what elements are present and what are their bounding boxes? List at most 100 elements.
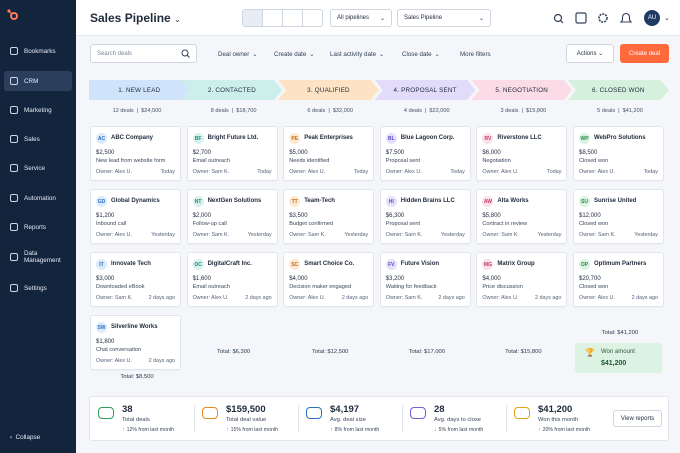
deal-note: Contract in review	[482, 221, 528, 227]
stage-header[interactable]: 6. CLOSED WON	[568, 80, 669, 100]
deal-owner: Owner: Sam K.	[482, 232, 519, 238]
deal-card[interactable]: GD Global Dynamics $1,200 Inbound call Owner…	[90, 189, 181, 244]
nav-item[interactable]: Service	[4, 158, 72, 178]
nav-item[interactable]: Bookmarks	[4, 41, 72, 61]
pipeline-filter[interactable]: All pipelines ⌄	[330, 9, 392, 27]
deal-card[interactable]: HI Hidden Brains LLC $6,300 Proposal sent Ow…	[379, 189, 471, 244]
deal-company: Sunrise United	[594, 198, 637, 204]
stage-header[interactable]: 4. PROPOSAL SENT	[374, 80, 476, 100]
deal-avatar: RV	[482, 133, 494, 144]
summary-value: 38	[122, 404, 133, 415]
collapse[interactable]: ‹ Collapse	[10, 434, 40, 441]
deal-count: 4 deals	[403, 108, 422, 114]
separator: |	[231, 108, 234, 114]
deal-card[interactable]: BL Blue Lagoon Corp. $7,500 Proposal sent Ow…	[379, 126, 471, 181]
deal-card[interactable]: WP WebPro Solutions $8,500 Closed won Owner:…	[573, 126, 664, 181]
avatar-caret[interactable]: ⌄	[664, 15, 670, 22]
deal-owner: Owner: Sam K.	[192, 169, 230, 175]
separator: |	[424, 108, 427, 114]
pipeline-filter-text: All pipelines	[337, 15, 370, 21]
separator: |	[521, 108, 524, 114]
stage-header[interactable]: 1. NEW LEAD	[89, 80, 190, 100]
summary-icon	[98, 407, 114, 419]
user-avatar[interactable]: AU	[644, 10, 660, 26]
more-filters[interactable]: More filters	[460, 51, 491, 58]
nav-label: Sales	[24, 135, 40, 143]
calendar-icon[interactable]	[575, 12, 587, 24]
nav-icon	[10, 77, 18, 85]
title-caret[interactable]: ⌄	[174, 15, 181, 24]
deal-card[interactable]: OP Optimum Partners $20,700 Closed won Owner…	[573, 252, 664, 307]
stage-header[interactable]: 5. NEGOTIATION	[471, 80, 572, 100]
bell-icon[interactable]	[619, 12, 633, 23]
nav-item[interactable]: Automation	[4, 188, 72, 208]
actions-button[interactable]: Actions ⌄	[566, 44, 614, 63]
deal-when: Yesterday	[537, 232, 562, 238]
deal-amount: $1,800	[96, 339, 115, 345]
filter-dropdown[interactable]: Deal owner ⌄	[218, 51, 258, 58]
deal-card[interactable]: AC ABC Company $2,500 New lead from website…	[90, 126, 181, 181]
deal-avatar: HI	[385, 196, 397, 207]
deal-card[interactable]: MG Matrix Group $4,000 Price discussion Owne…	[476, 252, 568, 307]
settings-icon[interactable]	[598, 13, 608, 23]
filter-dropdown[interactable]: Last activity date ⌄	[330, 51, 384, 58]
pipeline-select[interactable]: Sales Pipeline ⌄	[397, 9, 491, 27]
view-columns[interactable]	[263, 10, 283, 26]
deal-note: New lead from website form	[96, 158, 166, 164]
summary-value: $4,197	[330, 404, 360, 415]
deal-card[interactable]: FV Future Vision $3,200 Waiting for feedbac…	[379, 252, 471, 307]
deal-card[interactable]: SU Sunrise United $12,000 Closed won Owner: …	[573, 189, 664, 244]
deal-card[interactable]: SW Silverline Works $1,800 Chat conversatio…	[90, 315, 181, 370]
view-toggle	[242, 9, 323, 27]
stage-header[interactable]: 3. QUALIFIED	[278, 80, 379, 100]
nav-item[interactable]: Data Management	[4, 247, 72, 267]
deal-amount: $1,600	[192, 276, 211, 282]
stage-amount: $22,000	[429, 108, 450, 114]
nav-item[interactable]: Marketing	[4, 100, 72, 120]
page-title: Sales Pipeline ⌄	[90, 11, 181, 25]
create-deal-button[interactable]: Create deal	[620, 44, 669, 63]
deal-note: Price discussion	[482, 284, 523, 290]
deal-note: Follow-up call	[192, 221, 227, 227]
deal-card[interactable]: SC Smart Choice Co. $4,000 Decision maker e…	[283, 252, 375, 307]
deal-company: Peak Enterprises	[304, 135, 353, 141]
nav-item[interactable]: Reports	[4, 217, 72, 237]
stage-amount: $15,800	[526, 108, 547, 114]
view-board[interactable]	[243, 10, 263, 26]
nav-item[interactable]: CRM	[4, 71, 72, 91]
deal-card[interactable]: AW Alta Works $5,800 Contract in review Owne…	[476, 189, 568, 244]
nav-item[interactable]: Sales	[4, 129, 72, 149]
deal-note: Proposal sent	[385, 221, 421, 227]
view-list[interactable]	[283, 10, 303, 26]
deal-amount: $8,500	[579, 150, 598, 156]
deal-company: ABC Company	[111, 135, 154, 141]
search-icon[interactable]	[553, 13, 564, 24]
deal-card[interactable]: RV Riverstone LLC $6,000 Negotiation Owner: …	[476, 126, 568, 181]
deal-card[interactable]: DC DigitalCraft Inc. $1,600 Email outreach O…	[186, 252, 278, 307]
deal-avatar: IT	[96, 259, 107, 270]
view-reports-button[interactable]: View reports	[613, 410, 662, 427]
deal-card[interactable]: PE Peak Enterprises $5,000 Needs identified…	[283, 126, 375, 181]
nav-label: Settings	[24, 284, 47, 292]
deal-company: Team-Tech	[304, 198, 335, 204]
filter-dropdown[interactable]: Create date ⌄	[274, 51, 315, 58]
filter-dropdown[interactable]: Close date ⌄	[402, 51, 440, 58]
deal-avatar: AC	[96, 133, 107, 144]
view-chart[interactable]	[303, 10, 322, 26]
deal-card[interactable]: IT Innovate Tech $3,000 Downloaded eBook Own…	[90, 252, 181, 307]
deal-owner: Owner: Sam K.	[192, 232, 230, 238]
stage-total: Total: $8,500	[120, 374, 154, 380]
search-box[interactable]: Search deals	[90, 44, 197, 63]
deal-when: 2 days ago	[148, 295, 175, 301]
deal-card[interactable]: NT NextGen Solutions $2,000 Follow-up call O…	[186, 189, 278, 244]
deal-card[interactable]: TT Team-Tech $3,500 Budget confirmed Owner: …	[283, 189, 375, 244]
pipeline-select-text: Sales Pipeline	[404, 15, 443, 21]
deal-when: 2 days ago	[631, 295, 658, 301]
change-text: 20% from last month	[542, 427, 591, 433]
deal-company: Smart Choice Co.	[304, 261, 355, 267]
deal-avatar: OP	[579, 259, 590, 270]
deal-note: Downloaded eBook	[96, 284, 145, 290]
stage-header[interactable]: 2. CONTACTED	[181, 80, 283, 100]
deal-card[interactable]: BF Bright Future Ltd. $2,700 Email outreach…	[186, 126, 278, 181]
nav-item[interactable]: Settings	[4, 278, 72, 298]
